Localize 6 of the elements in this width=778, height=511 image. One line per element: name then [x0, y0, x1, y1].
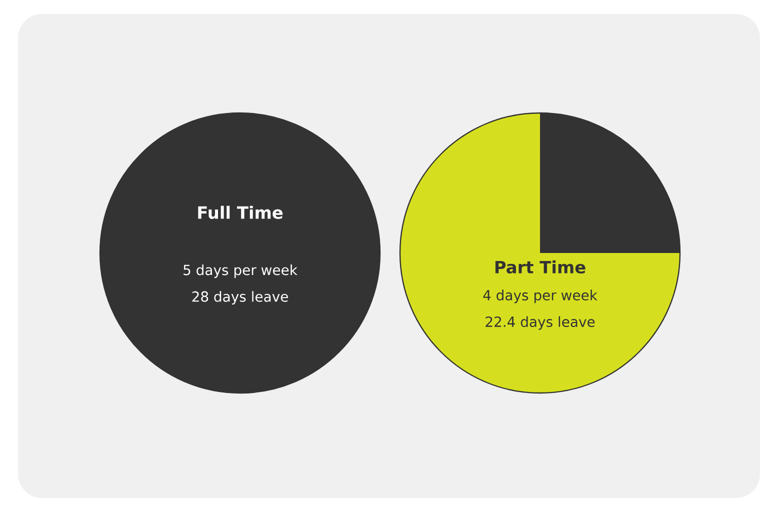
text: 22.4 days leave: [486, 316, 595, 330]
text: 28 days leave: [192, 291, 288, 305]
text: 5 days per week: [184, 264, 298, 278]
text: Full Time: [198, 206, 283, 219]
text: 4 days per week: [483, 290, 598, 304]
text: Part Time: [495, 260, 586, 274]
